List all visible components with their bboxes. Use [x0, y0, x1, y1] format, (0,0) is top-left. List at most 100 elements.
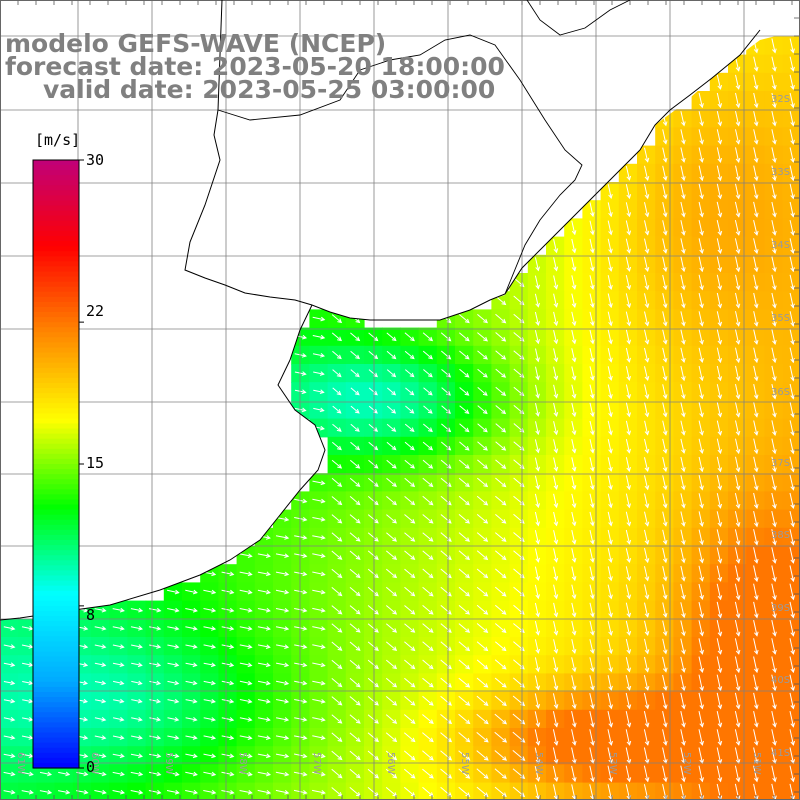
wind-arrow	[332, 387, 342, 396]
colorbar-tick-label: 8	[86, 606, 96, 624]
wind-arrow	[625, 274, 632, 291]
wind-arrow	[534, 330, 540, 345]
wind-arrow	[58, 771, 71, 777]
wind-arrow	[643, 765, 650, 783]
wind-arrow	[312, 626, 326, 631]
wind-arrow	[553, 384, 559, 399]
wind-arrow	[331, 768, 343, 779]
wind-arrow	[553, 511, 559, 527]
wind-arrow	[422, 477, 434, 488]
wind-arrow	[552, 711, 559, 728]
wind-arrow	[349, 714, 361, 724]
colorbar-band	[33, 479, 79, 485]
wind-arrow	[625, 729, 632, 746]
wind-arrow	[458, 532, 471, 542]
wind-arrow	[662, 165, 668, 182]
wind-arrow	[789, 92, 795, 109]
wind-arrow	[385, 696, 398, 706]
wind-arrow	[771, 692, 777, 710]
colorbar-band	[33, 474, 79, 480]
colorbar-band	[33, 762, 79, 769]
wind-arrow	[131, 735, 143, 740]
wind-arrow	[239, 553, 253, 558]
wind-arrow	[331, 314, 343, 324]
wind-arrow	[403, 714, 416, 724]
wind-arrow	[3, 698, 16, 704]
wind-arrow	[477, 459, 488, 469]
wind-arrow	[367, 496, 379, 506]
colorbar-band	[33, 560, 79, 566]
wind-arrow	[698, 710, 704, 728]
wind-arrow	[680, 201, 686, 218]
wind-arrow	[644, 402, 650, 418]
wind-arrow	[698, 493, 704, 509]
wind-arrow	[167, 607, 180, 613]
wind-arrow	[3, 662, 16, 667]
colorbar-band	[33, 524, 79, 531]
wind-arrow	[58, 789, 71, 795]
wind-arrow	[735, 292, 741, 309]
wind-arrow	[239, 644, 253, 649]
wind-arrow	[312, 680, 326, 686]
wind-arrow	[643, 692, 650, 710]
wind-arrow	[3, 789, 16, 795]
wind-arrow	[459, 405, 470, 414]
wind-arrow	[644, 329, 650, 345]
colorbar-band	[33, 367, 79, 374]
wind-arrow	[113, 698, 125, 704]
wind-arrow	[221, 753, 235, 759]
colorbar-band	[33, 352, 79, 359]
wind-arrow	[589, 765, 595, 783]
wind-arrow	[589, 329, 595, 345]
wind-arrow	[257, 789, 272, 795]
wind-arrow	[680, 565, 686, 582]
wind-arrow	[680, 256, 686, 273]
wind-arrow	[312, 698, 326, 704]
wind-arrow	[476, 623, 489, 633]
wind-arrow	[607, 202, 613, 218]
wind-arrow	[571, 710, 577, 728]
wind-arrow	[771, 256, 777, 273]
wind-arrow	[607, 256, 613, 272]
colorbar-band	[33, 605, 79, 612]
wind-arrow	[625, 493, 631, 509]
wind-arrow	[422, 786, 434, 797]
wind-arrow	[495, 405, 507, 415]
wind-arrow	[403, 750, 416, 761]
wind-arrow	[312, 316, 326, 322]
colorbar-band	[33, 301, 79, 308]
wind-arrow	[644, 220, 650, 236]
wind-arrow	[716, 583, 723, 601]
colorbar-band	[33, 732, 79, 739]
colorbar-band	[33, 631, 79, 637]
wind-arrow	[239, 589, 253, 595]
wind-arrow	[476, 713, 489, 725]
wind-arrow	[698, 347, 704, 364]
wind-arrow	[771, 729, 777, 746]
wind-arrow	[698, 165, 704, 182]
wind-arrow	[166, 589, 180, 595]
wind-arrow	[350, 350, 361, 360]
wind-arrow	[680, 602, 686, 619]
wind-arrow	[571, 238, 577, 254]
wind-arrow	[625, 293, 632, 309]
colorbar-band	[33, 342, 79, 349]
wind-arrow	[698, 402, 704, 418]
wind-arrow	[403, 768, 416, 779]
colorbar-band	[33, 256, 79, 262]
colorbar-band	[33, 393, 79, 399]
wind-arrow	[771, 710, 777, 728]
wind-arrow	[404, 532, 416, 542]
wind-arrow	[662, 692, 668, 710]
wind-arrow	[94, 644, 107, 649]
colorbar-tick-label: 0	[86, 758, 96, 776]
wind-arrow	[698, 201, 704, 218]
wind-arrow	[94, 626, 107, 631]
wind-arrow	[571, 729, 577, 746]
wind-arrow	[571, 257, 577, 272]
wind-arrow	[440, 659, 452, 670]
forecast-date: forecast date: 2023-05-20 18:00:00	[5, 52, 505, 81]
wind-arrow	[553, 439, 559, 454]
longitude-label: 52W	[681, 752, 692, 775]
wind-arrow	[404, 514, 416, 524]
